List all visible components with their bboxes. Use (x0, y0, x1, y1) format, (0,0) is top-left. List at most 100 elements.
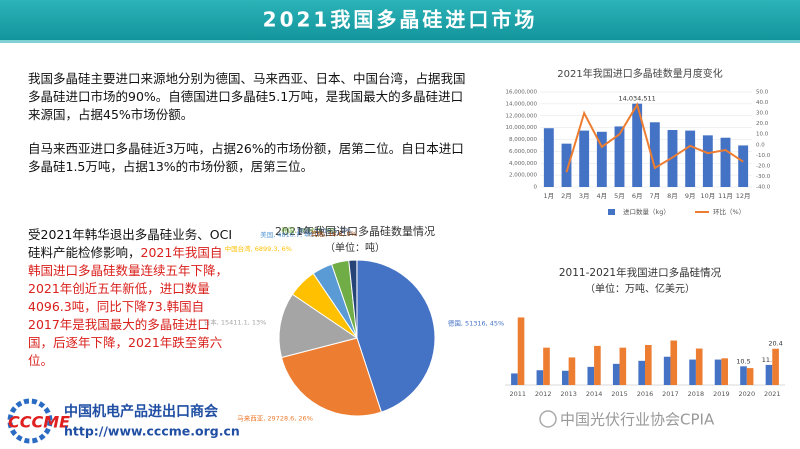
chart-subtitle: （单位：万吨、亿美元） (585, 282, 695, 295)
data-label: 14,034,511 (619, 95, 656, 103)
bar (638, 360, 645, 385)
bar (619, 347, 627, 385)
logo-mark: CCCME (8, 413, 70, 432)
y-tick-label: 10,000,000 (506, 125, 538, 131)
x-tick-label: 11月 (718, 192, 733, 200)
bar (721, 358, 728, 385)
logo-url: http://www.cccme.org.cn (64, 424, 240, 439)
watermark-icon (539, 410, 557, 428)
bar (765, 364, 773, 385)
data-label: 挪威, 1906.5, 2% (297, 226, 351, 235)
bar (614, 126, 625, 187)
x-tick-label: 2019 (713, 390, 730, 398)
chart-subtitle: （单位：吨） (325, 241, 385, 254)
x-tick-label: 3月 (579, 192, 590, 200)
bar (740, 366, 747, 385)
bar (561, 143, 572, 187)
x-tick-label: 2015 (611, 390, 628, 398)
chart-title: 2021年我国进口多晶硅数量月度变化 (557, 67, 722, 80)
bar (695, 348, 703, 385)
x-tick-label: 2016 (637, 390, 654, 398)
y-tick-label: 4,000,000 (509, 161, 537, 167)
y2-tick-label: 10.0 (756, 132, 769, 138)
bar (738, 145, 749, 187)
bar (579, 130, 590, 187)
pie-slice (356, 259, 436, 413)
x-tick-label: 2021 (764, 390, 781, 398)
bar (702, 135, 713, 187)
chart-title: 2011-2021年我国进口多晶硅情况 (559, 266, 722, 279)
bar (517, 317, 525, 385)
y-tick-label: 16,000,000 (506, 90, 538, 96)
x-tick-label: 2012 (535, 390, 552, 398)
y-tick-label: 14,000,000 (506, 101, 538, 107)
y-tick-label: 8,000,000 (509, 137, 537, 143)
x-tick-label: 2017 (662, 390, 679, 398)
bar (596, 131, 607, 187)
bar (772, 348, 779, 385)
y2-tick-label: -20.0 (756, 163, 771, 169)
data-label: 韩国, 4096.3, 4% (281, 225, 335, 234)
x-tick-label: 9月 (685, 192, 696, 200)
chart-title: 2021年我国进口多晶硅数量情况 (275, 224, 435, 238)
logo-name: 中国机电产品进出口商会 (64, 403, 219, 420)
y2-tick-label: 20.0 (756, 121, 769, 127)
bar (645, 345, 652, 385)
bar (612, 363, 620, 385)
x-tick-label: 4月 (597, 192, 608, 200)
y-tick-label: 12,000,000 (506, 113, 538, 119)
y2-tick-label: 0.0 (756, 142, 765, 148)
legend-label: 进口数量（kg） (623, 207, 670, 216)
bar (543, 128, 554, 187)
y2-tick-label: 40.0 (756, 100, 769, 106)
data-label: 其他, 16.6, 0% (311, 229, 357, 238)
bar (536, 370, 544, 385)
bar (632, 103, 643, 187)
paragraph: 受2021年韩华退出多晶硅业务、OCI硅料产能检修影响，2021年我国自韩国进口… (28, 226, 233, 370)
x-tick-label: 5月 (614, 192, 625, 200)
x-tick-label: 10月 (700, 192, 715, 200)
x-tick-label: 2013 (560, 390, 577, 398)
y2-tick-label: -40.0 (756, 185, 771, 191)
bar (670, 340, 678, 385)
bar (587, 366, 595, 385)
slide-title: 2021我国多晶硅进口市场 (263, 8, 538, 32)
logo-gear (7, 398, 53, 444)
paragraph: 我国多晶硅主要进口来源地分别为德国、马来西亚、日本、中国台湾，占据我国多晶硅进口… (28, 71, 466, 122)
y2-tick-label: -30.0 (756, 174, 771, 180)
y2-tick-label: 50.0 (756, 90, 769, 96)
y2-tick-label: 30.0 (756, 111, 769, 117)
y-tick-label: 0 (534, 185, 538, 191)
x-tick-label: 2014 (586, 390, 603, 398)
data-label: 马来西亚, 29728.6, 26% (237, 415, 313, 423)
x-tick-label: 2018 (688, 390, 705, 398)
x-tick-label: 2月 (561, 192, 572, 200)
bar (511, 373, 518, 385)
pie-slice (278, 293, 359, 359)
highlight-text: 2021年我国自韩国进口多晶硅数量连续五年下降，2021年创近五年新低，进口数量… (28, 245, 229, 368)
x-tick-label: 8月 (667, 192, 678, 200)
header-bar (0, 0, 800, 40)
y2-tick-label: -10.0 (756, 153, 771, 159)
data-label: 美国, 4810.7, 4% (260, 230, 314, 239)
bar (689, 359, 696, 385)
y-tick-label: 2,000,000 (509, 173, 537, 179)
bar (720, 137, 731, 187)
bar (562, 370, 569, 385)
header-rule (0, 40, 800, 43)
data-label: 日本, 15411.1, 13% (204, 317, 267, 326)
bar (746, 368, 754, 385)
bar (714, 359, 722, 385)
x-tick-label: 6月 (632, 192, 643, 200)
data-label: 20.4 (768, 340, 782, 348)
x-tick-label: 2020 (739, 390, 756, 398)
paragraph: 自马来西亚进口多晶硅近3万吨，占据26%的市场份额，居第二位。自日本进口多晶硅1… (28, 141, 464, 174)
text: 受2021年韩华退出多晶硅业务、OCI硅料产能检修影响， (28, 227, 233, 260)
x-tick-label: 1月 (544, 192, 555, 200)
data-label: 德国, 51316, 45% (448, 318, 504, 327)
watermark: 中国光伏行业协会CPIA (560, 411, 715, 429)
data-label: 中国台湾, 6899.3, 6% (225, 244, 292, 253)
bar (649, 122, 660, 187)
